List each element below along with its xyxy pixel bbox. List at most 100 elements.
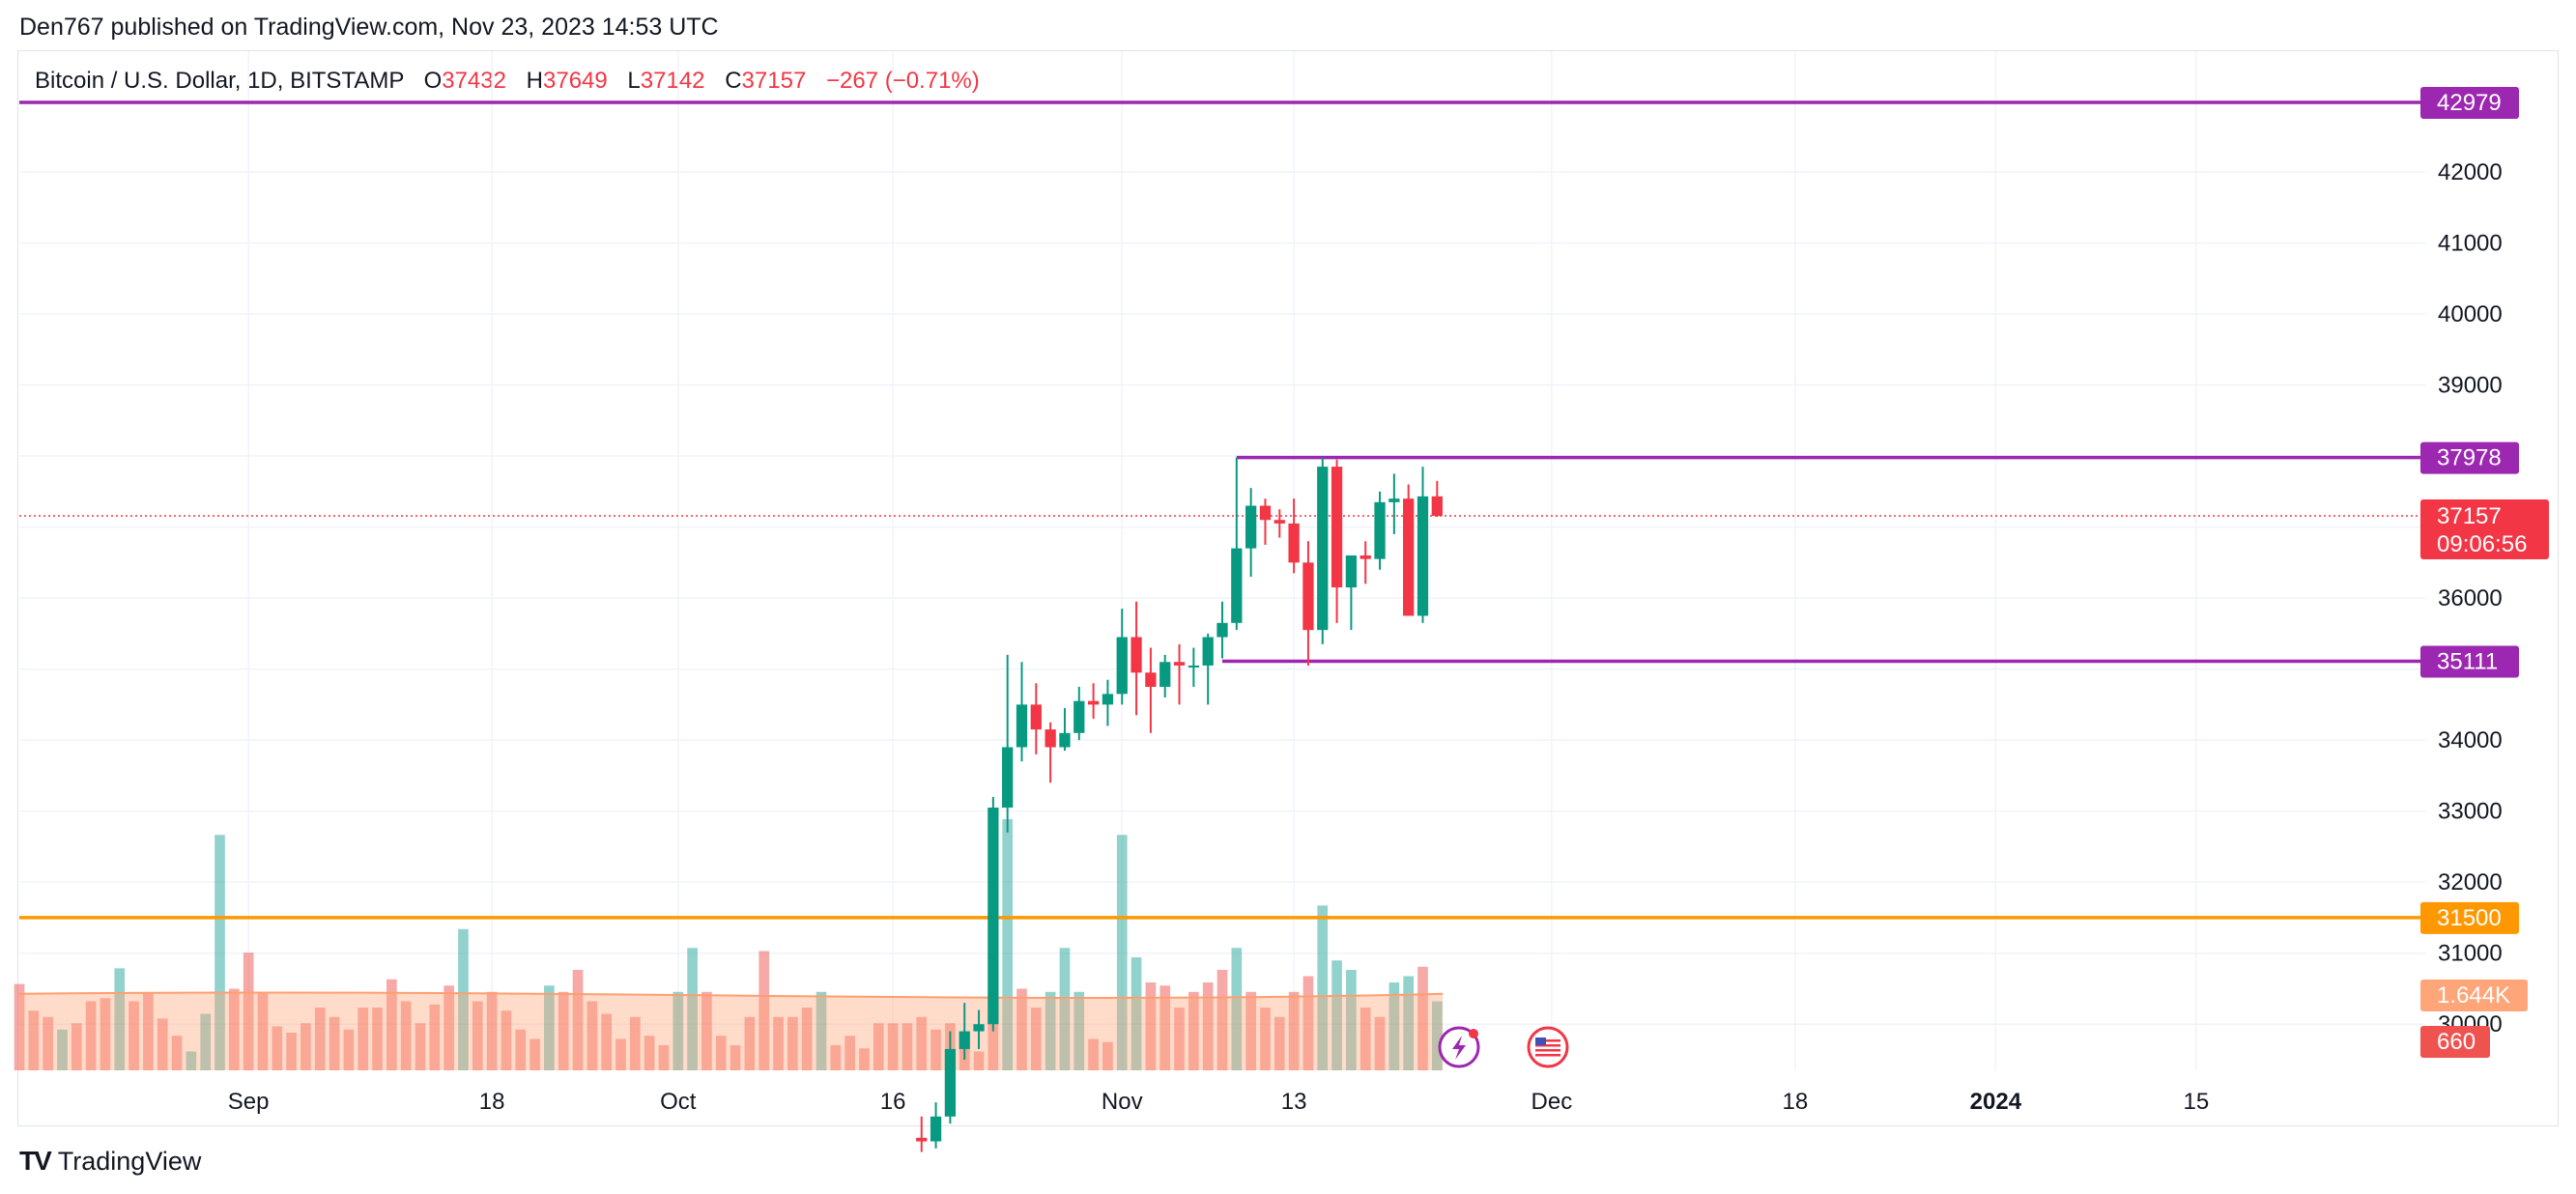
y-tick-label: 34000 <box>2438 727 2503 753</box>
candle-body <box>1317 467 1329 631</box>
volume-bar <box>501 1010 512 1070</box>
volume-bar <box>157 1018 168 1070</box>
volume-bar <box>973 1051 985 1070</box>
volume-bar <box>1216 970 1228 1070</box>
volume-bar <box>43 1016 53 1070</box>
candle-body <box>1245 505 1257 549</box>
us-flag-event-icon <box>1527 1026 1569 1068</box>
volume-bar <box>1188 991 1199 1070</box>
candle-body <box>1403 498 1415 616</box>
volume-bar <box>1274 1016 1285 1070</box>
y-tick-label: 32000 <box>2438 869 2503 896</box>
volume-bar <box>530 1038 540 1070</box>
volume-bar <box>687 948 698 1070</box>
volume-bar <box>186 1051 197 1070</box>
volume-bar <box>1131 957 1142 1070</box>
flag-stripe-icon <box>1535 1049 1560 1052</box>
candle-body <box>1016 704 1028 748</box>
x-tick-label: 18 <box>1783 1089 1809 1115</box>
level-price-tag <box>2420 441 2519 474</box>
y-tick-label: 33000 <box>2438 799 2503 825</box>
candle-body <box>930 1116 942 1142</box>
volume-bar <box>572 970 584 1070</box>
volume-bar <box>629 1016 641 1070</box>
chart-frame <box>17 50 2559 1126</box>
flag-canton-icon <box>1535 1038 1546 1045</box>
level-price-label: 31500 <box>2437 905 2502 931</box>
candle-body <box>1102 694 1114 705</box>
volume-bar <box>129 1001 139 1070</box>
candle-body <box>1188 665 1199 668</box>
volume-bar <box>458 928 469 1070</box>
volume-bar <box>1331 960 1342 1070</box>
x-tick-label: 2024 <box>1970 1089 2022 1115</box>
x-tick-label: Sep <box>228 1089 270 1115</box>
y-tick-label: 42000 <box>2438 159 2503 185</box>
candle-body <box>1274 520 1285 524</box>
volume-bar <box>400 1001 412 1070</box>
x-tick-label: Oct <box>660 1089 697 1115</box>
candle-body <box>1116 637 1128 695</box>
candle-body <box>1131 637 1142 673</box>
candle-body <box>1059 732 1071 748</box>
level-price-tag <box>2420 645 2519 678</box>
low-label: L <box>627 68 641 94</box>
volume-value-tag <box>2420 980 2528 1011</box>
flag-stripe-icon <box>1535 1039 1560 1042</box>
candle-body <box>1259 505 1272 521</box>
y-tick-label: 41000 <box>2438 231 2503 257</box>
volume-bar <box>1260 1008 1271 1070</box>
volume-bar <box>100 998 111 1070</box>
lightning-bolt-icon <box>1452 1036 1466 1060</box>
level-price-tag <box>2420 87 2519 120</box>
volume-bar <box>1159 985 1171 1070</box>
volume-bar <box>902 1023 913 1070</box>
x-tick-label: 13 <box>1281 1089 1307 1115</box>
volume-bar <box>558 991 569 1070</box>
volume-bar <box>773 1016 784 1070</box>
volume-bar <box>1073 991 1085 1070</box>
volume-bar <box>859 1048 870 1070</box>
volume-bar <box>515 1029 527 1070</box>
candle-body <box>1159 662 1171 687</box>
candle-body <box>1374 501 1386 559</box>
candle-body <box>1202 637 1214 666</box>
candle-body <box>1087 700 1100 705</box>
volume-bar <box>658 1045 670 1070</box>
volume-ma-area <box>19 992 1444 1070</box>
volume-bar <box>286 1033 297 1070</box>
volume-bar <box>887 1023 899 1070</box>
candle-body <box>1345 554 1358 588</box>
candle-body <box>959 1031 970 1049</box>
flag-stripe-icon <box>1535 1054 1560 1057</box>
volume-bar <box>14 983 25 1070</box>
candle-body <box>1431 496 1443 517</box>
x-tick-label: 15 <box>2184 1089 2210 1115</box>
volume-bar <box>71 1023 82 1070</box>
volume-bar <box>1088 1038 1099 1070</box>
close-value: 37157 <box>741 68 807 94</box>
candle-body <box>1030 704 1042 730</box>
volume-bar <box>200 1013 212 1070</box>
x-tick-label: 16 <box>880 1089 906 1115</box>
volume-bar <box>85 1001 97 1070</box>
volume-bar <box>215 835 225 1070</box>
volume-value-tag <box>2420 1026 2490 1058</box>
last-price-tag <box>2420 499 2549 560</box>
volume-bar <box>114 968 126 1070</box>
level-price-tag <box>2420 901 2519 934</box>
volume-bar <box>1059 948 1071 1070</box>
volume-bar <box>1002 819 1014 1070</box>
volume-bar <box>758 951 770 1070</box>
volume-bar <box>329 1016 340 1070</box>
published-caption: Den767 published on TradingView.com, Nov… <box>19 14 719 41</box>
candle-body <box>1331 467 1343 588</box>
volume-bar <box>171 1036 183 1070</box>
last-price-label: 37157 <box>2437 503 2502 529</box>
volume-bar <box>1245 991 1256 1070</box>
volume-bar <box>744 1016 756 1070</box>
volume-value-label: 660 <box>2437 1029 2476 1055</box>
volume-bar <box>1102 1041 1113 1070</box>
volume-bar <box>1116 835 1128 1070</box>
